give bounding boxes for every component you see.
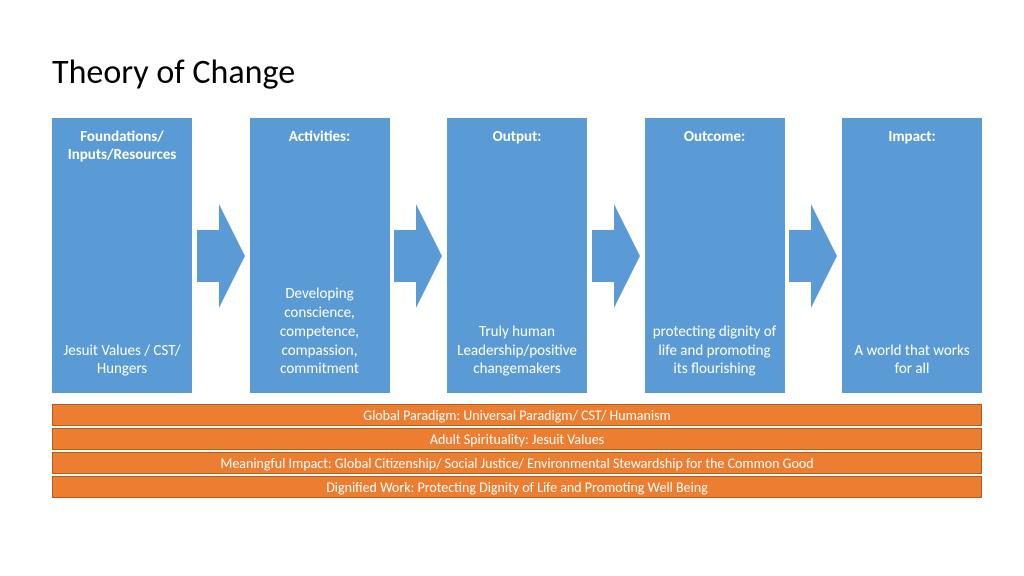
arrow-wrap	[394, 118, 442, 393]
arrow-wrap	[197, 118, 245, 393]
box-heading: Outcome:	[653, 128, 777, 146]
arrow-wrap	[789, 118, 837, 393]
bar-item: Meaningful Impact: Global Citizenship/ S…	[52, 452, 982, 474]
box-body: protecting dignity of life and promoting…	[653, 323, 777, 379]
arrow-icon	[394, 204, 442, 308]
box-heading: Impact:	[850, 128, 974, 146]
box-heading: Activities:	[258, 128, 382, 146]
arrow-icon	[592, 204, 640, 308]
arrow-icon	[197, 204, 245, 308]
bar-item: Global Paradigm: Universal Paradigm/ CST…	[52, 404, 982, 426]
flow-box: Outcome: protecting dignity of life and …	[645, 118, 785, 393]
box-heading: Foundations/ Inputs/Resources	[60, 128, 184, 164]
box-heading: Output:	[455, 128, 579, 146]
box-body: Jesuit Values / CST/ Hungers	[60, 342, 184, 380]
bar-item: Dignified Work: Protecting Dignity of Li…	[52, 476, 982, 498]
flow-box: Impact: A world that works for all	[842, 118, 982, 393]
flow-box: Activities: Developing conscience, compe…	[250, 118, 390, 393]
box-body: Truly human Leadership/positive changema…	[455, 323, 579, 379]
bars-group: Global Paradigm: Universal Paradigm/ CST…	[52, 404, 982, 500]
arrow-wrap	[592, 118, 640, 393]
arrow-icon	[789, 204, 837, 308]
flow-box: Output: Truly human Leadership/positive …	[447, 118, 587, 393]
flow-box: Foundations/ Inputs/Resources Jesuit Val…	[52, 118, 192, 393]
box-body: A world that works for all	[850, 342, 974, 380]
page-title: Theory of Change	[52, 52, 295, 93]
flow-row: Foundations/ Inputs/Resources Jesuit Val…	[52, 118, 982, 393]
bar-item: Adult Spirituality: Jesuit Values	[52, 428, 982, 450]
box-body: Developing conscience, competence, compa…	[258, 285, 382, 379]
